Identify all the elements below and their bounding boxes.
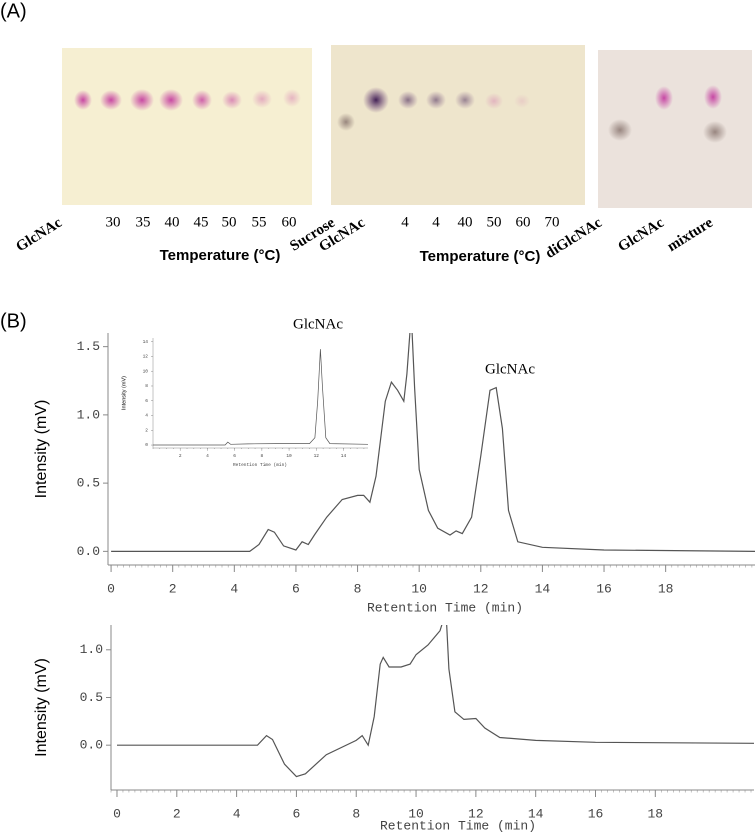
lane-label: 50 (487, 214, 502, 230)
x-tick-label: 16 (596, 581, 612, 596)
annotation: GlcNAc (293, 316, 343, 332)
spots (337, 87, 530, 131)
x-tick-label: 18 (658, 581, 674, 596)
y-tick-label: 0.5 (77, 476, 100, 491)
x-tick-label: 4 (206, 453, 209, 459)
x-tick-label: 12 (468, 806, 484, 821)
x-tick-label: 14 (341, 453, 347, 459)
x-tick-label: 10 (408, 806, 424, 821)
tlc-plate (331, 45, 585, 205)
lane-label: 60 (516, 214, 531, 230)
x-tick-label: 10 (411, 581, 427, 596)
y-tick-label: 1.5 (77, 339, 100, 354)
y-axis-label: Intensity (mV) (121, 376, 127, 410)
lane-label: 4 (432, 214, 440, 230)
x-tick-label: 14 (535, 581, 551, 596)
x-tick-label: 2 (169, 581, 177, 596)
chart: 0 2 4 6 8 10 12 14 16 18 0.0 0.5 1.0 Intensity (mV) Re… (33, 625, 754, 833)
x-tick-label: 16 (588, 806, 604, 821)
y-tick-label: 0.5 (80, 690, 103, 705)
x-tick-label: 14 (528, 806, 544, 821)
y-tick-label: 14 (143, 339, 149, 345)
x-axis-label: Retention Time (min) (367, 600, 523, 615)
y-tick-label: 1.0 (77, 407, 100, 422)
x-tick-label: 8 (261, 453, 264, 459)
lane-label: 55 (252, 214, 267, 230)
inset-bg (153, 338, 368, 448)
x-tick-label: 18 (648, 806, 664, 821)
chart: 0 2 4 6 8 10 12 14 16 18 0.0 0.5 1.0 1.5 Intensity (mV… (33, 333, 755, 615)
lane-label: 4 (401, 214, 409, 230)
y-axis-label: Intensity (mV) (33, 658, 50, 757)
x-tick-label: 6 (293, 806, 301, 821)
x-axis-label: Retention Time (min) (233, 462, 287, 468)
x-tick-label: 6 (233, 453, 236, 459)
y-tick-label: 4 (145, 413, 148, 419)
y-tick-label: 1.0 (80, 642, 103, 657)
lane-label: 70 (545, 214, 560, 230)
chromatogram-line (117, 625, 754, 778)
lane-label: 40 (458, 214, 473, 230)
lane-label: GlcNAc (13, 215, 65, 256)
chart: 2 4 6 8 10 12 14 0 2 4 6 8 10 12 14 Intensity (mV) Reten… (121, 316, 368, 468)
spots (608, 85, 727, 143)
lane-label: mixture (665, 215, 717, 256)
lane-label: 40 (165, 214, 180, 230)
x-tick-label: 0 (113, 806, 121, 821)
chromatogram-line (111, 333, 755, 552)
x-tick-label: 8 (354, 581, 362, 596)
x-tick-label: 12 (314, 453, 320, 459)
y-tick-label: 10 (143, 368, 149, 374)
panel-label: (B) (0, 310, 27, 332)
x-tick-label: 0 (107, 581, 115, 596)
x-tick-label: 2 (173, 806, 181, 821)
y-tick-label: 8 (145, 383, 148, 389)
lane-label: 60 (282, 214, 297, 230)
y-tick-label: 0.0 (77, 544, 100, 559)
lane-label: 50 (222, 214, 237, 230)
y-tick-label: 6 (145, 398, 148, 404)
x-tick-label: 6 (292, 581, 300, 596)
x-tick-label: 10 (286, 453, 292, 459)
x-axis-label: Retention Time (min) (380, 818, 536, 833)
lane-label: 45 (194, 214, 209, 230)
y-tick-label: 0.0 (80, 738, 103, 753)
lane-label: 30 (106, 214, 121, 230)
x-tick-label: 4 (230, 581, 238, 596)
x-tick-label: 2 (179, 453, 182, 459)
y-tick-label: 12 (143, 354, 149, 360)
lane-label: 35 (136, 214, 151, 230)
y-axis-label: Intensity (mV) (33, 400, 50, 499)
tlc-plate (62, 48, 312, 205)
annotation: GlcNAc (485, 361, 535, 377)
panel-label: (A) (0, 0, 27, 22)
spots (74, 89, 301, 111)
axis-label: Temperature (°C) (420, 248, 541, 265)
y-tick-label: 0 (145, 442, 148, 448)
x-tick-label: 4 (233, 806, 241, 821)
axis-label: Temperature (°C) (160, 247, 281, 264)
x-tick-label: 8 (352, 806, 360, 821)
lane-label: GlcNAc (615, 215, 667, 256)
y-tick-label: 2 (145, 427, 148, 433)
chromatogram-line (153, 349, 368, 446)
x-tick-label: 12 (473, 581, 489, 596)
